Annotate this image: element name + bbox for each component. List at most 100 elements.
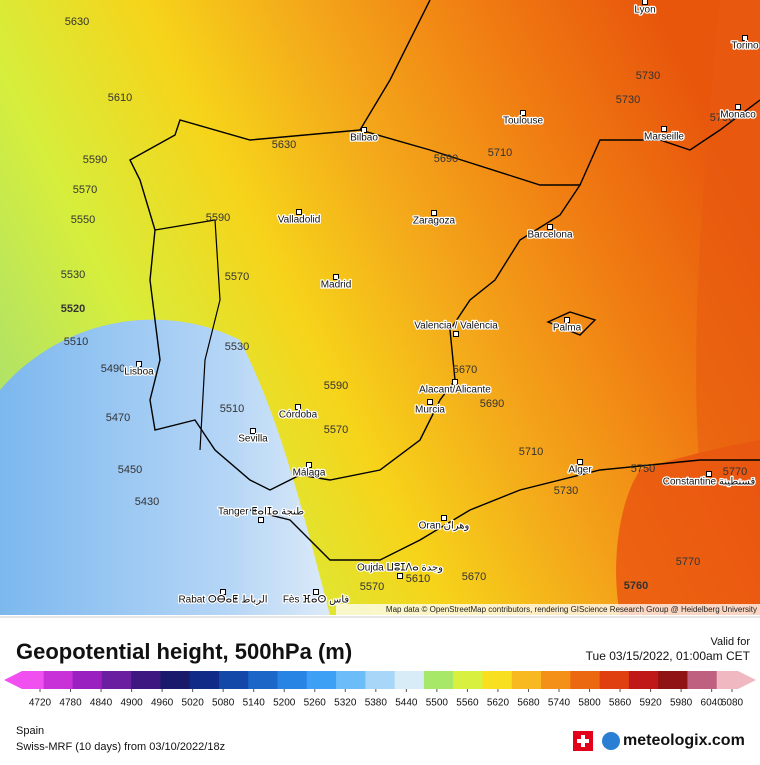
contour-label: 5590	[206, 212, 230, 224]
city-label: Rabat ⵔⴱⴰⵟ الرباط	[178, 595, 267, 606]
city-label: Torino	[731, 41, 759, 52]
city-marker	[520, 110, 526, 116]
colorbar-tick-label: 5080	[212, 698, 235, 709]
contour-label: 5670	[453, 364, 477, 376]
colorbar-tick-label: 4960	[151, 698, 174, 709]
contour-label: 5730	[554, 485, 578, 497]
colorbar-segment	[628, 671, 659, 689]
labels: 5630 5610 5590 5570 5550 5530 5520 5510 5490 5470…	[61, 0, 760, 607]
colorbar-segment	[453, 671, 483, 689]
colorbar-tick-label: 5800	[578, 698, 601, 709]
region: Spain	[16, 725, 44, 737]
colorbar-segment	[189, 671, 220, 689]
colorbar-tick-label: 4720	[29, 698, 52, 709]
swiss-cross	[577, 735, 589, 747]
attribution-bg	[336, 604, 760, 615]
model: Swiss-MRF (10 days) from 03/10/2022/18z	[16, 741, 225, 753]
city-marker	[296, 209, 302, 215]
high-height-area	[616, 440, 760, 615]
contour-label: 5520	[61, 303, 85, 315]
city-label: Fès ⴼⴰⵙ فاس	[283, 595, 350, 606]
city-marker	[136, 361, 142, 367]
legend-panel: Geopotential height, 500hPa (m) Valid fo…	[0, 616, 760, 753]
contour-label: 5570	[324, 424, 348, 436]
city-label: Tanger ⵟⴰⵏⵊⴰ طنجة	[218, 507, 304, 518]
colorbar-segment	[394, 671, 425, 689]
mallorca-coast	[546, 311, 597, 336]
contour-label: 5610	[406, 573, 430, 585]
colorbar-segment	[277, 671, 308, 689]
city-label: Valladolid	[278, 215, 321, 226]
contour-label: 5570	[225, 271, 249, 283]
city-label: Marseille	[644, 132, 684, 143]
colorbar-tick-label: 5440	[395, 698, 418, 709]
valid-time: Tue 03/15/2022, 01:00am CET	[586, 649, 751, 663]
colorbar-tick-label: 6080	[721, 698, 744, 709]
contour-label: 5570	[360, 581, 384, 593]
city-marker	[306, 462, 312, 468]
city-label: Lyon	[634, 5, 655, 16]
city-label: Bilbao	[350, 133, 378, 144]
colorbar-tick-label: 5320	[334, 698, 357, 709]
city-marker	[397, 573, 403, 579]
city-label: Zaragoza	[413, 216, 456, 227]
colorbar-tick-label: 5380	[365, 698, 388, 709]
colorbar-segment	[365, 671, 396, 689]
colorbar-tick-label: 4840	[90, 698, 113, 709]
contour-label: 5590	[324, 380, 348, 392]
coastlines	[129, 0, 760, 561]
colorbar-tick-label: 5140	[243, 698, 266, 709]
map-area: 5630 5610 5590 5570 5550 5530 5520 5510 5490 5470…	[0, 0, 760, 615]
contour-label: 5490	[101, 363, 125, 375]
contour-label: 5690	[480, 398, 504, 410]
city-label: Córdoba	[279, 410, 318, 421]
city-marker	[431, 210, 437, 216]
colorbar-segment	[482, 671, 513, 689]
city-label: Madrid	[321, 280, 352, 291]
high-height-area	[696, 0, 760, 470]
contour-label: 5750	[710, 112, 734, 124]
city-label: Sevilla	[238, 434, 268, 445]
france-coast	[359, 0, 431, 131]
colorbar-tick-label: 5980	[670, 698, 693, 709]
contour-label: 5710	[519, 446, 543, 458]
colorbar-segment	[306, 671, 337, 689]
contour-label: 5730	[636, 70, 660, 82]
colorbar-segment	[570, 671, 601, 689]
city-marker	[361, 127, 367, 133]
colorbar-segment	[599, 671, 630, 689]
colorbar-segment	[687, 671, 718, 689]
colorbar-tick-label: 5620	[487, 698, 510, 709]
city-label: Valencia / València	[414, 321, 498, 332]
contour-label: 5710	[488, 147, 512, 159]
contour-label: 5590	[83, 154, 107, 166]
city-marker	[642, 0, 648, 5]
city-marker	[220, 589, 226, 595]
city-marker	[258, 517, 264, 523]
city-label: Oran وهران	[419, 521, 470, 532]
colorbar-arrow	[716, 671, 756, 689]
france-coast	[579, 99, 760, 186]
contour-label: 5750	[631, 463, 655, 475]
colorbar-segment	[336, 671, 366, 689]
contour-label: 5570	[73, 184, 97, 196]
city-marker	[742, 35, 748, 41]
city-marker	[661, 126, 667, 132]
city-marker	[577, 459, 583, 465]
colorbar-tick-label: 5260	[304, 698, 327, 709]
iberia-coast	[129, 119, 582, 491]
colorbar-arrow	[4, 671, 44, 689]
contour-label: 5530	[61, 269, 85, 281]
contour-label: 5550	[71, 214, 95, 226]
city-label: Murcia	[415, 405, 445, 416]
contour-label: 5530	[225, 341, 249, 353]
brand: meteologix.com	[623, 732, 745, 749]
brand-logo	[602, 732, 620, 750]
contour-label: 5630	[272, 139, 296, 151]
colorbar-segment	[511, 671, 542, 689]
contour-label: 5610	[108, 92, 132, 104]
contour-label: 5770	[676, 556, 700, 568]
city-label: Alger	[568, 465, 592, 476]
city-marker	[427, 399, 433, 405]
